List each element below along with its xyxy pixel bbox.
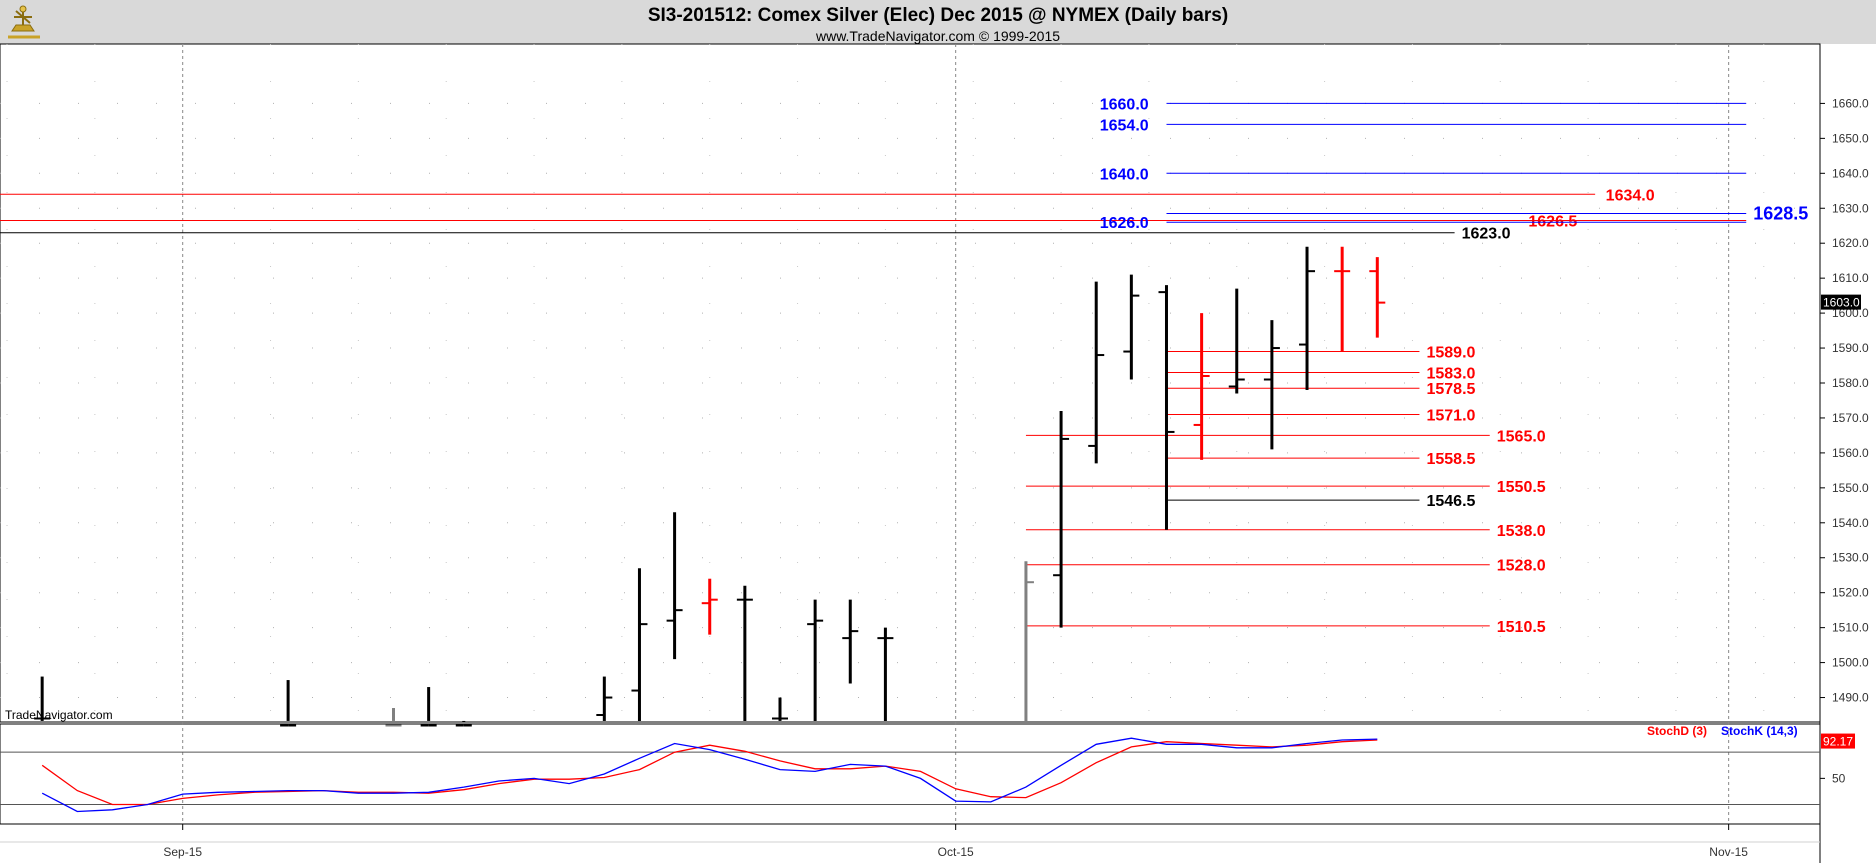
ohlc-bar: [1088, 281, 1105, 464]
stoch-last-label: 92.17: [1823, 735, 1853, 749]
ohlc-bars: [34, 246, 1386, 727]
chart-title: SI3-201512: Comex Silver (Elec) Dec 2015…: [648, 5, 1228, 26]
price-tick-label: 1580.0: [1832, 376, 1869, 390]
ohlc-bar: [1123, 274, 1140, 380]
level-label: 1578.5: [1426, 381, 1475, 398]
level-label: 1558.5: [1426, 451, 1475, 468]
price-tick-label: 1630.0: [1832, 201, 1869, 215]
stoch-legend-entry: StochK (14,3): [1721, 724, 1798, 738]
price-tick-label: 1590.0: [1832, 341, 1869, 355]
ohlc-bar: [701, 578, 718, 635]
levels: 1660.01654.01640.01634.01628.51626.51626…: [0, 96, 1808, 636]
level-label: 1583.0: [1426, 366, 1475, 383]
level-label: 1589.0: [1426, 345, 1475, 362]
ohlc-bar: [1017, 561, 1034, 723]
stochastic-pane: 50 92.17 StochD (3) StochK (14,3): [0, 724, 1855, 813]
ohlc-bar: [596, 676, 613, 721]
stoch-tick-label: 50: [1832, 771, 1846, 785]
price-axis: 1660.01650.01640.01630.01620.01610.01600…: [1820, 96, 1869, 705]
stoch-k-line: [41, 737, 1378, 813]
ohlc-bar: [1299, 246, 1316, 390]
level-label: 1510.5: [1497, 619, 1546, 636]
price-tick-label: 1560.0: [1832, 446, 1869, 460]
ohlc-bar: [807, 599, 824, 721]
level-label: 1660.0: [1100, 96, 1149, 113]
stoch-d-line: [41, 739, 1378, 806]
level-label: 1565.0: [1497, 428, 1546, 445]
grid: [0, 44, 1820, 822]
price-tick-label: 1610.0: [1832, 271, 1869, 285]
stoch-last-box: [1821, 733, 1855, 749]
level-label: 1546.5: [1426, 493, 1475, 510]
level-label: 1528.0: [1497, 558, 1546, 575]
last-price-box: [1821, 294, 1861, 310]
price-tick-label: 1620.0: [1832, 236, 1869, 250]
last-price-label: 1603.0: [1823, 296, 1860, 310]
ohlc-bar: [631, 568, 648, 721]
date-tick-label: Oct-15: [938, 845, 974, 859]
ohlc-bar: [280, 680, 297, 727]
level-label: 1550.5: [1497, 479, 1546, 496]
price-tick-label: 1640.0: [1832, 166, 1869, 180]
sextant-logo-icon: [8, 5, 40, 39]
ohlc-bar: [455, 720, 472, 727]
header-band: [0, 0, 1876, 44]
ohlc-bar: [877, 627, 894, 721]
ohlc-bar: [420, 687, 437, 727]
ohlc-bar: [1053, 410, 1070, 628]
level-label: 1640.0: [1100, 166, 1149, 183]
ohlc-bar: [385, 708, 402, 727]
ohlc-bar: [1158, 285, 1175, 530]
ohlc-bar: [772, 697, 788, 721]
stoch-legend-entry: StochD (3): [1647, 724, 1707, 738]
level-label: 1654.0: [1100, 117, 1149, 134]
ohlc-bar: [1228, 288, 1245, 394]
level-label: 1571.0: [1426, 407, 1475, 424]
price-tick-label: 1520.0: [1832, 586, 1869, 600]
level-label: 1634.0: [1606, 187, 1655, 204]
ohlc-bar: [736, 585, 753, 721]
date-tick-label: Sep-15: [163, 845, 202, 859]
price-tick-label: 1490.0: [1832, 691, 1869, 705]
ohlc-bar: [1193, 313, 1210, 460]
level-label: 1538.0: [1497, 523, 1546, 540]
date-axis: Sep-15 Oct-15 Nov-15: [0, 824, 1820, 859]
level-label: 1623.0: [1462, 226, 1511, 243]
price-tick-label: 1500.0: [1832, 656, 1869, 670]
price-tick-label: 1570.0: [1832, 411, 1869, 425]
ohlc-bar: [1263, 320, 1280, 450]
ohlc-bar: [1369, 257, 1386, 338]
level-label: 1628.5: [1753, 204, 1808, 224]
price-tick-label: 1510.0: [1832, 621, 1869, 635]
date-tick-label: Nov-15: [1709, 845, 1748, 859]
price-tick-label: 1660.0: [1832, 96, 1869, 110]
plot-frame: [0, 43, 1821, 723]
price-tick-label: 1530.0: [1832, 551, 1869, 565]
ohlc-bar: [1334, 246, 1351, 352]
price-tick-label: 1540.0: [1832, 516, 1869, 530]
ohlc-bar: [34, 676, 51, 721]
ohlc-bar: [666, 512, 683, 660]
price-tick-label: 1650.0: [1832, 131, 1869, 145]
stoch-frame: [0, 723, 1821, 825]
price-tick-label: 1550.0: [1832, 481, 1869, 495]
watermark: TradeNavigator.com: [5, 708, 113, 722]
level-label: 1626.0: [1100, 215, 1149, 232]
chart-subtitle: www.TradeNavigator.com © 1999-2015: [815, 28, 1060, 44]
ohlc-bar: [842, 599, 859, 684]
